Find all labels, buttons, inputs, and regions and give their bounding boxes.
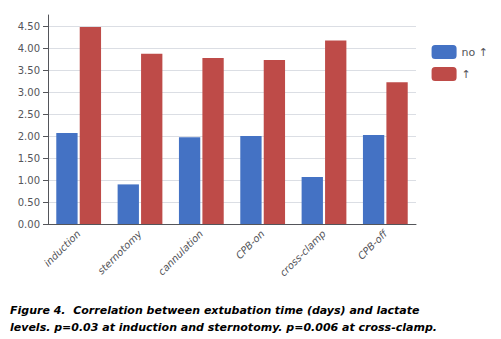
svg-text:1.00: 1.00	[18, 175, 40, 186]
svg-text:CPB-off: CPB-off	[356, 227, 391, 262]
svg-text:induction: induction	[42, 228, 83, 269]
svg-text:↑: ↑	[462, 68, 471, 81]
svg-text:CPB-on: CPB-on	[234, 228, 267, 261]
svg-text:3.50: 3.50	[18, 65, 40, 76]
svg-text:2.50: 2.50	[18, 109, 40, 120]
svg-text:sternotomy: sternotomy	[95, 227, 144, 276]
svg-text:0.50: 0.50	[18, 197, 40, 208]
svg-text:1.50: 1.50	[18, 153, 40, 164]
svg-text:4.00: 4.00	[18, 43, 40, 54]
svg-text:2.00: 2.00	[18, 131, 40, 142]
svg-text:cannulation: cannulation	[156, 228, 205, 277]
svg-text:no ↑: no ↑	[462, 46, 488, 59]
svg-text:levels. p=0.03 at induction an: levels. p=0.03 at induction and sternoto…	[10, 321, 437, 334]
svg-text:Figure 4. Correlation between: Figure 4. Correlation between extubation…	[10, 304, 420, 317]
svg-text:3.00: 3.00	[18, 87, 40, 98]
svg-text:4.50: 4.50	[18, 21, 40, 32]
svg-text:cross-clamp: cross-clamp	[278, 228, 328, 278]
svg-text:0.00: 0.00	[18, 219, 40, 230]
